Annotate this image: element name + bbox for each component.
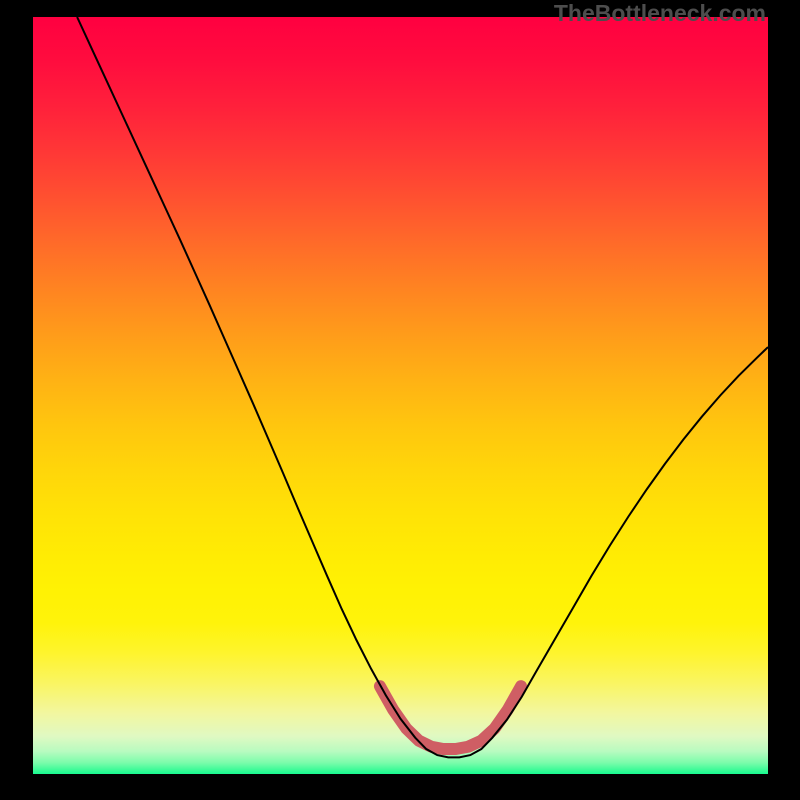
curve-layer bbox=[33, 17, 768, 774]
watermark-text: TheBottleneck.com bbox=[554, 0, 766, 27]
main-curve bbox=[77, 17, 768, 757]
chart-container: TheBottleneck.com bbox=[0, 0, 800, 800]
highlight-curve bbox=[380, 686, 521, 749]
plot-area bbox=[33, 17, 768, 774]
